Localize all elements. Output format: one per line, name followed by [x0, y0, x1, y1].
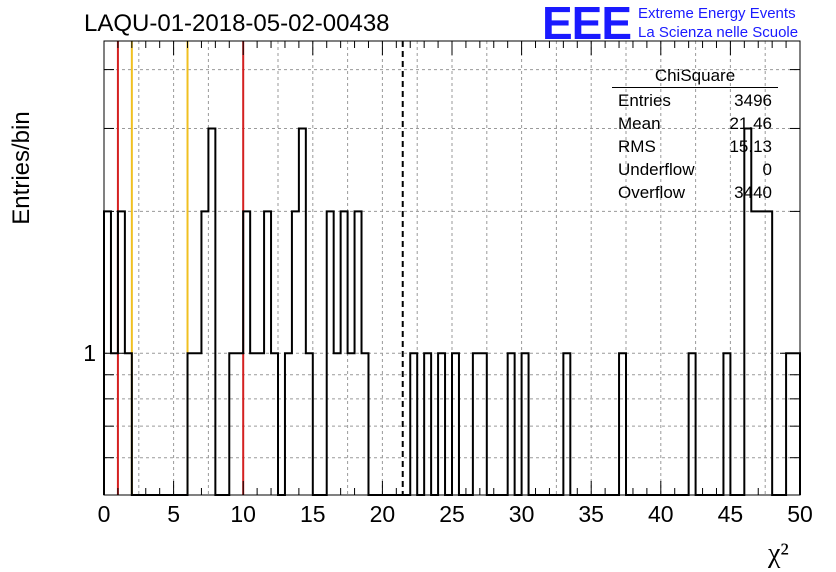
histogram-bin [689, 353, 696, 495]
stats-box: ChiSquare Entries 3496 Mean 21.46 RMS 15… [612, 66, 778, 204]
histogram-bin [243, 211, 250, 495]
x-tick-label: 30 [509, 501, 535, 527]
stats-value: 21.46 [729, 114, 772, 133]
histogram-bin [355, 211, 362, 495]
chart-title: LAQU-01-2018-05-02-00438 [84, 10, 390, 37]
y-tick-label: 1 [83, 340, 96, 366]
stats-row: Mean 21.46 [612, 112, 778, 135]
y-axis-label-box: Entries/bin [0, 108, 44, 228]
histogram-bin [208, 128, 215, 495]
histogram-bin [306, 353, 313, 495]
stats-row: Entries 3496 [612, 89, 778, 112]
histogram-bin [348, 353, 355, 495]
histogram-bin [424, 353, 431, 495]
histogram-bin [362, 353, 369, 495]
x-axis-label: χ² [768, 538, 789, 569]
histogram-bin [758, 211, 765, 495]
histogram-bin [480, 353, 487, 495]
stats-label: Entries [618, 91, 671, 110]
stats-value: 0 [762, 160, 772, 179]
x-tick-label: 20 [370, 501, 396, 527]
histogram-bin [508, 353, 515, 495]
histogram-bin [410, 353, 417, 495]
histogram-bin [473, 353, 480, 495]
x-tick-label: 5 [167, 501, 180, 527]
x-tick-label: 25 [439, 501, 465, 527]
y-axis-label: Entries/bin [8, 111, 35, 225]
histogram-bin [264, 211, 271, 495]
histogram-bin [292, 211, 299, 495]
histogram-bin [341, 211, 348, 495]
stats-row: Overflow 3440 [612, 181, 778, 204]
x-tick-label: 40 [648, 501, 674, 527]
logo-line-2: La Scienza nelle Scuole [638, 24, 799, 41]
x-tick-label: 35 [578, 501, 604, 527]
histogram-bin [751, 211, 758, 495]
histogram-bin [438, 353, 445, 495]
histogram-bin [125, 353, 132, 495]
stats-value: 3440 [734, 183, 772, 202]
histogram-bin [194, 353, 201, 495]
histogram-bin [271, 353, 278, 495]
x-tick-label: 45 [718, 501, 744, 527]
axis-layer: 0 5 10 15 20 25 30 35 40 45 50 1 [83, 40, 813, 527]
stats-label: RMS [618, 137, 656, 156]
histogram-bin [250, 353, 257, 495]
stats-label: Overflow [618, 183, 686, 202]
histogram-bin [229, 353, 236, 495]
histogram-bin [236, 353, 243, 495]
stats-value: 3496 [734, 91, 772, 110]
x-tick-label: 10 [230, 501, 256, 527]
x-tick-label: 0 [98, 501, 111, 527]
histogram-bin [299, 128, 306, 495]
histogram-bin [201, 211, 208, 495]
stats-label: Underflow [618, 160, 695, 179]
histogram-bin [765, 211, 772, 495]
histogram-bin [327, 211, 334, 495]
logo-line-1: Extreme Energy Events [638, 5, 796, 22]
stats-value: 15.13 [729, 137, 772, 156]
histogram-bin [723, 353, 730, 495]
stats-title: ChiSquare [612, 66, 778, 88]
x-tick-label: 15 [300, 501, 326, 527]
stats-label: Mean [618, 114, 661, 133]
histogram-bin [452, 353, 459, 495]
histogram-bin [522, 353, 529, 495]
histogram-bin [257, 353, 264, 495]
histogram-bin [285, 353, 292, 495]
histogram-bin [619, 353, 626, 495]
stats-row: RMS 15.13 [612, 135, 778, 158]
x-tick-label: 50 [787, 501, 813, 527]
histogram-bin [334, 353, 341, 495]
eee-logo: EEE [542, 0, 632, 49]
stats-row: Underflow 0 [612, 158, 778, 181]
histogram-bin [188, 353, 195, 495]
histogram-bin [563, 353, 570, 495]
